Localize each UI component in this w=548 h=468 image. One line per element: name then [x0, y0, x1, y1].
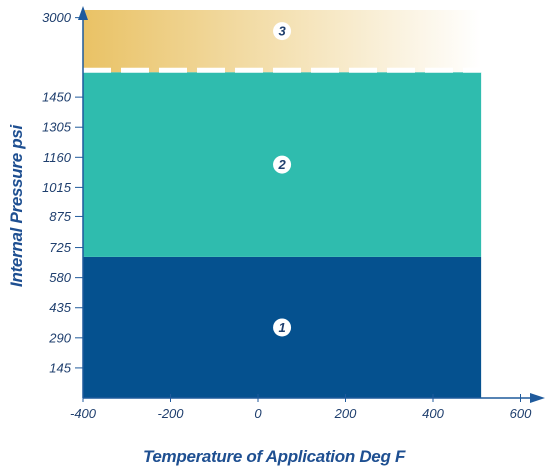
y-tick-label: 290	[48, 330, 71, 345]
zone-2-badge	[273, 155, 292, 174]
zone-3-area	[83, 10, 482, 73]
zone-3-badge	[273, 22, 292, 41]
y-tick-label: 1305	[42, 120, 72, 135]
y-tick-label: 145	[49, 360, 71, 375]
y-tick-label: 1450	[42, 90, 72, 105]
y-tick-label: 435	[49, 300, 71, 315]
x-tick-label: 200	[334, 406, 357, 421]
y-tick-label: 875	[49, 209, 71, 224]
x-tick-label: 600	[510, 406, 532, 421]
y-tick-label: 1160	[43, 150, 72, 165]
x-tick-label: -400	[70, 406, 97, 421]
x-tick-label: 0	[254, 406, 262, 421]
y-tick-label: 725	[49, 240, 71, 255]
y-axis-arrow	[78, 6, 88, 20]
x-tick-label: 400	[422, 406, 444, 421]
zone-3-label: 3	[278, 24, 286, 39]
x-axis-arrow	[530, 393, 545, 403]
zone-2-label: 2	[277, 157, 286, 172]
y-axis-title: Internal Pressure psi	[7, 123, 26, 286]
x-tick-label: -200	[157, 406, 184, 421]
zone-1-badge	[273, 318, 292, 337]
y-tick-label: 580	[49, 270, 71, 285]
y-tick-label: 1015	[42, 180, 72, 195]
y-tick-label: 3000	[42, 10, 72, 25]
zone-1-label: 1	[278, 320, 285, 335]
x-axis-title: Temperature of Application Deg F	[143, 447, 406, 466]
